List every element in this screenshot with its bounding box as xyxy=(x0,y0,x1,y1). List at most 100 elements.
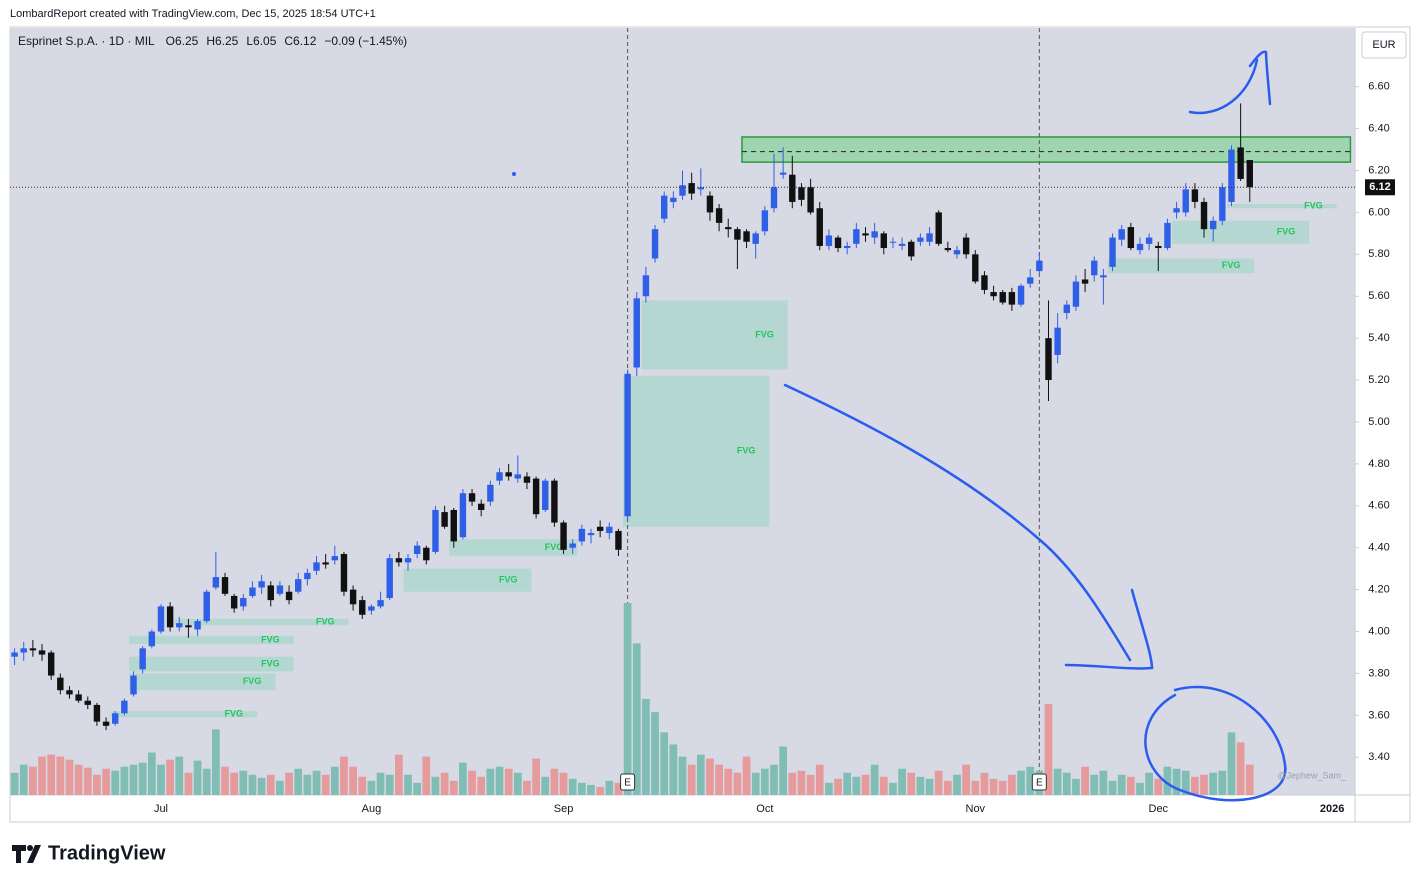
volume-bar xyxy=(175,756,184,795)
volume-bar xyxy=(257,777,266,795)
candle-body xyxy=(1026,277,1034,284)
candle-body xyxy=(679,185,686,196)
y-tick-label: 4.80 xyxy=(1368,458,1389,470)
fvg-label: FVG xyxy=(316,616,335,626)
candle-body xyxy=(1109,237,1116,267)
candle-body xyxy=(615,530,622,550)
volume-bar xyxy=(129,764,138,795)
candle-body xyxy=(304,572,311,580)
volume-bar xyxy=(761,768,769,795)
volume-bar xyxy=(1026,766,1035,795)
volume-bar xyxy=(1108,780,1117,795)
candle-body xyxy=(569,543,576,548)
attribution: LombardReport created with TradingView.c… xyxy=(10,8,376,20)
volume-bar xyxy=(138,762,147,795)
volume-bar xyxy=(1209,772,1218,795)
candle-body xyxy=(514,474,522,479)
earnings-marker xyxy=(620,773,636,791)
volume-bar xyxy=(834,778,842,795)
volume-bar xyxy=(1172,768,1181,795)
volume-bar xyxy=(934,770,943,795)
zones: FVG FVG FVG FVG FVG FVG FVG FVG FVG FVG FVG FVG xyxy=(110,28,1352,795)
candle-body xyxy=(734,229,741,240)
candle-body xyxy=(240,598,247,607)
volume-bar xyxy=(47,754,56,795)
candle-body xyxy=(880,233,887,249)
candle-body xyxy=(1063,304,1070,314)
candle-body xyxy=(295,579,302,592)
volume-bar xyxy=(431,776,440,795)
currency-box[interactable] xyxy=(1361,31,1407,59)
fvg-zone xyxy=(110,711,258,718)
candles xyxy=(11,103,1253,731)
volume-bar xyxy=(696,754,705,795)
candle-body xyxy=(962,237,970,255)
volume-bar xyxy=(29,766,37,795)
price-label-box xyxy=(1365,179,1395,196)
y-tick-label: 4.60 xyxy=(1368,500,1389,512)
candle-body xyxy=(523,476,531,483)
logo-icon xyxy=(27,845,33,851)
candle-body xyxy=(1072,281,1080,307)
volume-bar xyxy=(385,774,394,795)
candle-body xyxy=(1136,243,1144,251)
candle-body xyxy=(624,373,631,517)
volume-bar xyxy=(93,774,101,795)
volume-bar xyxy=(916,776,925,795)
candle-body xyxy=(770,187,778,209)
drawn-arrow xyxy=(783,383,1132,662)
fvg-zone xyxy=(174,618,349,626)
candle-body xyxy=(212,577,220,588)
fvg-label: FVG xyxy=(1277,227,1296,237)
candle-body xyxy=(148,631,156,647)
volume-bar xyxy=(852,776,861,795)
candle-body xyxy=(999,292,1006,303)
candle-body xyxy=(1008,292,1016,305)
volume-bar xyxy=(962,764,970,795)
volume-bar xyxy=(513,772,522,795)
volume-bar xyxy=(184,772,193,795)
volume-bar xyxy=(568,778,577,795)
volume-bar xyxy=(751,772,760,795)
volume-bar xyxy=(1236,742,1245,795)
candle-body xyxy=(450,509,457,542)
volume-bar xyxy=(907,772,916,795)
price-label: 6.12 xyxy=(1369,181,1390,193)
volume-bar xyxy=(440,772,449,795)
volume-bar xyxy=(1181,770,1190,795)
volume-bar xyxy=(779,746,787,795)
volume-bar xyxy=(486,768,495,795)
candle-body xyxy=(1228,149,1235,202)
drawn-arrow xyxy=(1064,588,1154,670)
y-tick-label: 5.00 xyxy=(1368,416,1389,428)
hand-drawing xyxy=(783,50,1287,802)
volume-bar xyxy=(1145,772,1153,795)
candle-body xyxy=(908,241,915,257)
candle-body xyxy=(93,704,101,722)
tradingview-logo: TradingView xyxy=(12,842,166,864)
y-tick-label: 6.40 xyxy=(1368,122,1389,134)
volume-bar xyxy=(925,778,934,795)
fvg-zone xyxy=(1107,258,1255,274)
y-tick-label: 3.40 xyxy=(1368,751,1389,763)
candle-body xyxy=(889,241,897,243)
y-tick-label: 5.20 xyxy=(1368,374,1389,386)
volume-bar xyxy=(806,774,815,795)
ohlc-value: H6.25 xyxy=(206,34,238,48)
volume-bar xyxy=(102,768,110,795)
volume-bar xyxy=(825,782,833,795)
candle-body xyxy=(386,558,393,599)
candle-body xyxy=(926,233,933,242)
candle-body xyxy=(331,556,339,561)
candle-body xyxy=(1209,220,1217,230)
volume-bar xyxy=(477,776,486,795)
candle-body xyxy=(496,472,503,481)
volume-bar xyxy=(459,762,467,795)
volume-bar xyxy=(770,764,778,795)
volume-bar xyxy=(879,776,888,795)
volume-bar xyxy=(1163,766,1172,795)
resistance-zone xyxy=(741,136,1352,163)
volume-bar xyxy=(651,712,659,795)
y-tick-label: 6.00 xyxy=(1368,206,1389,218)
candle-body xyxy=(322,562,329,565)
